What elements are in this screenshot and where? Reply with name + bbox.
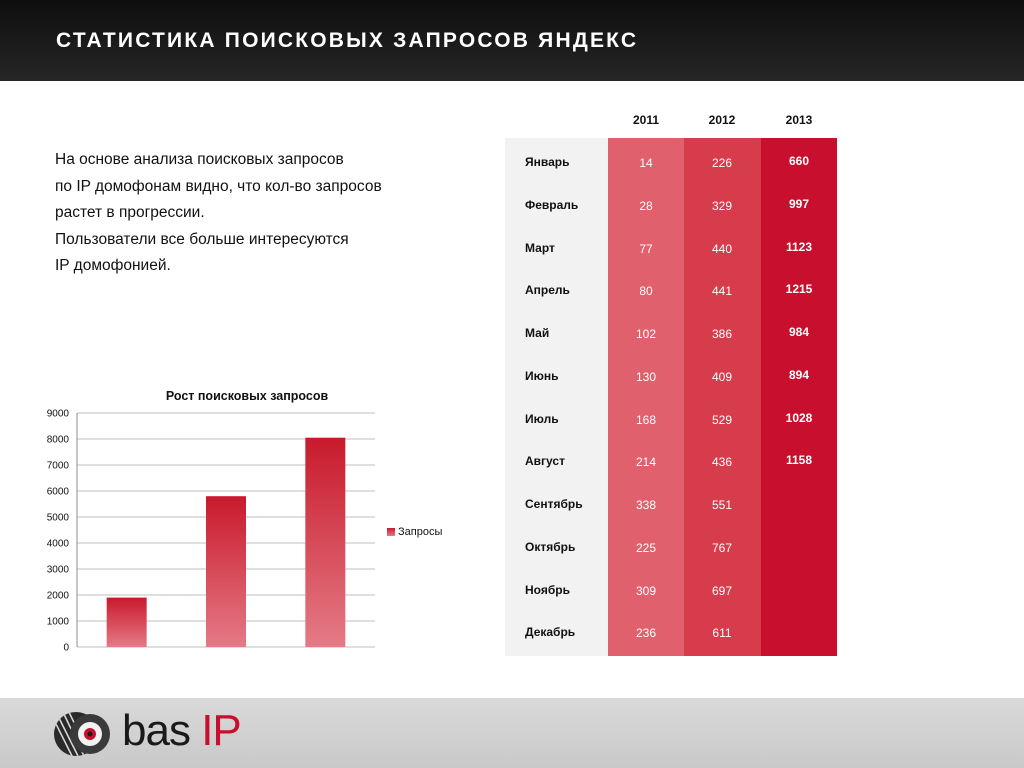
month-label: Июнь bbox=[525, 368, 559, 383]
intro-line: Пользователи все больше интересуются bbox=[55, 230, 349, 248]
value-2013: 1158 bbox=[785, 453, 813, 468]
legend-swatch bbox=[387, 527, 395, 536]
bar-chart: 0 1000 2000 3000 4000 5000 6000 7000 8000 9000 bbox=[47, 409, 375, 654]
value-2013: 984 bbox=[788, 325, 810, 339]
value-2011: 28 bbox=[639, 198, 653, 213]
table-row: Июнь 130 409 894 bbox=[505, 356, 837, 399]
y-tick-label: 3000 bbox=[47, 565, 70, 576]
value-2011: 102 bbox=[635, 327, 657, 341]
column-header-2011: 2011 bbox=[632, 113, 660, 127]
y-tick-label: 1000 bbox=[47, 617, 70, 628]
month-column-bg bbox=[505, 138, 608, 656]
month-label: Декабрь bbox=[525, 625, 576, 640]
month-label: Сентябрь bbox=[525, 497, 583, 511]
intro-line: На основе анализа поисковых запросов bbox=[55, 151, 344, 168]
table-row: Январь 14 226 660 bbox=[505, 142, 837, 185]
value-2012: 551 bbox=[711, 498, 733, 512]
value-2013: 894 bbox=[788, 367, 810, 382]
month-label: Апрель bbox=[525, 283, 570, 298]
table-row: Июль 168 529 1028 bbox=[505, 399, 837, 442]
intro-line: растет в прогрессии. bbox=[55, 204, 205, 222]
year-2013-column-bg bbox=[761, 138, 837, 656]
intro-line: по IP домофонам видно, что кол-во запрос… bbox=[55, 177, 382, 195]
value-2011: 236 bbox=[635, 626, 657, 641]
value-2013: 660 bbox=[788, 154, 810, 168]
brand-ip: IP bbox=[201, 706, 242, 755]
value-2011: 14 bbox=[639, 156, 653, 170]
value-2011: 225 bbox=[635, 540, 657, 555]
value-2011: 309 bbox=[635, 583, 657, 598]
month-label: Ноябрь bbox=[525, 582, 570, 597]
table-row: Февраль 28 329 997 bbox=[505, 185, 837, 228]
table-row: Октябрь 225 767 bbox=[505, 527, 837, 570]
table-row: Май 102 386 984 bbox=[505, 313, 837, 356]
year-2011-column-bg bbox=[608, 138, 684, 656]
table-row: Август 214 436 1158 bbox=[505, 441, 837, 484]
month-label: Март bbox=[525, 240, 555, 255]
value-2013: 1028 bbox=[785, 410, 813, 425]
chart-title: Рост поисковых запросов bbox=[165, 389, 329, 403]
value-2012: 767 bbox=[711, 540, 733, 555]
value-2012: 386 bbox=[711, 327, 733, 341]
value-2011: 130 bbox=[635, 369, 657, 384]
value-2013: 1123 bbox=[785, 239, 813, 254]
page-title: СТАТИСТИКА ПОИСКОВЫХ ЗАПРОСОВ ЯНДЕКС bbox=[56, 29, 639, 52]
value-2012: 441 bbox=[711, 284, 733, 299]
brand-bas: bas bbox=[122, 706, 191, 755]
y-tick-label: 4000 bbox=[47, 539, 70, 550]
stats-table: 2011 2012 2013 Январь 14 226 660 Февраль 28 32… bbox=[505, 105, 837, 656]
y-tick-label: 7000 bbox=[47, 461, 70, 472]
value-2012: 409 bbox=[711, 369, 733, 384]
value-2011: 77 bbox=[639, 241, 653, 256]
month-label: Октябрь bbox=[525, 539, 576, 554]
value-2012: 436 bbox=[711, 455, 733, 470]
value-2013: 1215 bbox=[785, 282, 813, 297]
value-2011: 168 bbox=[635, 412, 657, 427]
value-2012: 226 bbox=[711, 156, 733, 170]
month-label: Февраль bbox=[525, 197, 579, 212]
value-2012: 611 bbox=[712, 626, 732, 641]
legend-label: Запросы bbox=[398, 525, 443, 538]
column-header-2012: 2012 bbox=[708, 113, 736, 127]
y-tick-label: 8000 bbox=[47, 435, 70, 446]
bar bbox=[305, 437, 346, 647]
bar bbox=[206, 496, 246, 647]
value-2011: 214 bbox=[635, 455, 657, 470]
header-bar: СТАТИСТИКА ПОИСКОВЫХ ЗАПРОСОВ ЯНДЕКС bbox=[0, 0, 1024, 81]
value-2011: 80 bbox=[639, 284, 653, 299]
bar bbox=[106, 597, 147, 647]
y-tick-label: 6000 bbox=[47, 487, 70, 498]
value-2013: 997 bbox=[788, 196, 810, 211]
month-label: Май bbox=[525, 326, 550, 340]
table-row: Ноябрь 309 697 bbox=[505, 570, 837, 613]
brand-wordmark: bas IP bbox=[122, 706, 242, 756]
month-label: Январь bbox=[525, 155, 570, 169]
month-label: Август bbox=[525, 454, 565, 469]
value-2012: 697 bbox=[711, 583, 733, 598]
value-2012: 440 bbox=[711, 241, 733, 256]
table-row: Декабрь 236 611 bbox=[505, 612, 837, 655]
value-2012: 329 bbox=[711, 198, 733, 213]
bas-ip-logo-icon bbox=[54, 712, 110, 756]
y-tick-label: 0 bbox=[63, 643, 69, 654]
y-tick-label: 2000 bbox=[47, 591, 70, 602]
value-2012: 529 bbox=[711, 412, 733, 427]
table-row: Сентябрь 338 551 bbox=[505, 484, 837, 527]
intro-text: На основе анализа поисковых запросов по … bbox=[55, 147, 475, 280]
column-header-2013: 2013 bbox=[785, 113, 813, 127]
value-2011: 338 bbox=[635, 498, 657, 512]
table-row: Апрель 80 441 1215 bbox=[505, 270, 837, 313]
table-row: Март 77 440 1123 bbox=[505, 228, 837, 271]
month-label: Июль bbox=[525, 411, 559, 426]
year-2012-column-bg bbox=[684, 138, 761, 656]
chart-legend: Запросы bbox=[387, 523, 442, 541]
y-tick-label: 9000 bbox=[47, 409, 70, 420]
footer-bar bbox=[0, 698, 1024, 768]
intro-line: IP домофонией. bbox=[55, 257, 171, 275]
y-tick-label: 5000 bbox=[47, 513, 70, 524]
